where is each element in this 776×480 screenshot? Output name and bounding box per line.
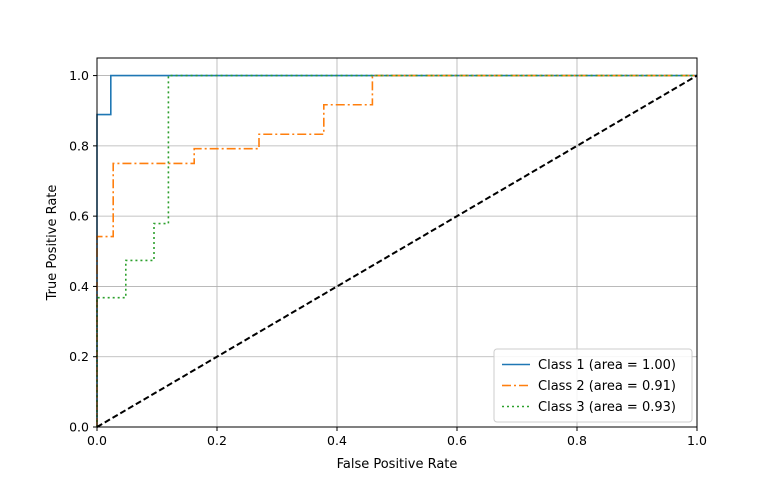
- y-axis-title: True Positive Rate: [45, 185, 60, 302]
- y-tick-label: 0.0: [69, 420, 89, 435]
- legend-label-1: Class 1 (area = 1.00): [538, 358, 676, 373]
- x-tick-label: 0.0: [87, 433, 107, 448]
- legend-label-2: Class 2 (area = 0.91): [538, 379, 676, 394]
- plot-frame: [96, 57, 698, 428]
- axis-ticks: 0.0 0.2 0.4 0.6 0.8 1.0 0.0 0.2 0.4 0.6 0.8 1.0: [69, 68, 707, 448]
- x-tick-label: 0.2: [207, 433, 227, 448]
- x-tick-label: 1.0: [687, 433, 707, 448]
- y-tick-label: 1.0: [69, 68, 89, 83]
- x-tick-label: 0.8: [567, 433, 587, 448]
- y-tick-label: 0.2: [69, 349, 89, 364]
- x-tick-label: 0.4: [327, 433, 347, 448]
- y-tick-label: 0.8: [69, 138, 89, 153]
- x-axis-title: False Positive Rate: [337, 457, 458, 472]
- y-tick-label: 0.4: [69, 279, 89, 294]
- x-tick-label: 0.6: [447, 433, 467, 448]
- y-tick-label: 0.6: [69, 209, 89, 224]
- series-line-4: [96, 74, 698, 428]
- legend: Class 1 (area = 1.00) Class 2 (area = 0.9…: [493, 348, 693, 423]
- legend-box: [493, 348, 693, 423]
- series-line-2: [96, 74, 697, 427]
- legend-label-3: Class 3 (area = 0.93): [538, 400, 676, 415]
